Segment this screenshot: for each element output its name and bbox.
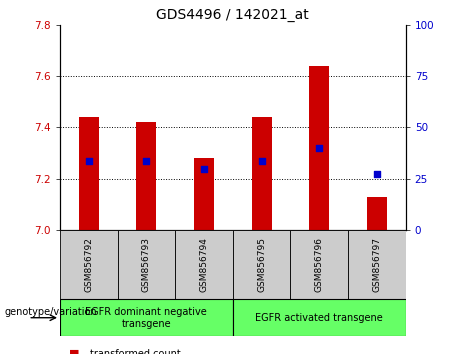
Text: GSM856793: GSM856793 bbox=[142, 237, 151, 292]
Text: EGFR activated transgene: EGFR activated transgene bbox=[255, 313, 383, 323]
Bar bbox=[79, 117, 99, 230]
Text: transformed count: transformed count bbox=[90, 349, 181, 354]
Title: GDS4496 / 142021_at: GDS4496 / 142021_at bbox=[156, 8, 309, 22]
Bar bbox=[233, 230, 290, 299]
Bar bbox=[309, 66, 329, 230]
Text: ■: ■ bbox=[69, 349, 80, 354]
Point bbox=[142, 158, 150, 164]
Bar bbox=[175, 230, 233, 299]
Bar bbox=[290, 230, 348, 299]
Text: EGFR dominant negative
transgene: EGFR dominant negative transgene bbox=[85, 307, 207, 329]
Bar bbox=[367, 197, 387, 230]
Text: GSM856794: GSM856794 bbox=[200, 237, 208, 292]
Text: GSM856795: GSM856795 bbox=[257, 237, 266, 292]
Bar bbox=[233, 299, 406, 336]
Point bbox=[85, 158, 92, 164]
Text: genotype/variation: genotype/variation bbox=[5, 307, 97, 316]
Point bbox=[315, 145, 323, 151]
Point bbox=[258, 158, 266, 164]
Bar bbox=[60, 299, 233, 336]
Bar bbox=[136, 122, 156, 230]
Point bbox=[373, 171, 381, 176]
Text: GSM856796: GSM856796 bbox=[315, 237, 324, 292]
Bar bbox=[118, 230, 175, 299]
Text: GSM856792: GSM856792 bbox=[84, 237, 93, 292]
Bar bbox=[348, 230, 406, 299]
Point bbox=[200, 166, 207, 171]
Bar bbox=[252, 117, 272, 230]
Bar bbox=[194, 158, 214, 230]
Text: GSM856797: GSM856797 bbox=[372, 237, 381, 292]
Bar bbox=[60, 230, 118, 299]
